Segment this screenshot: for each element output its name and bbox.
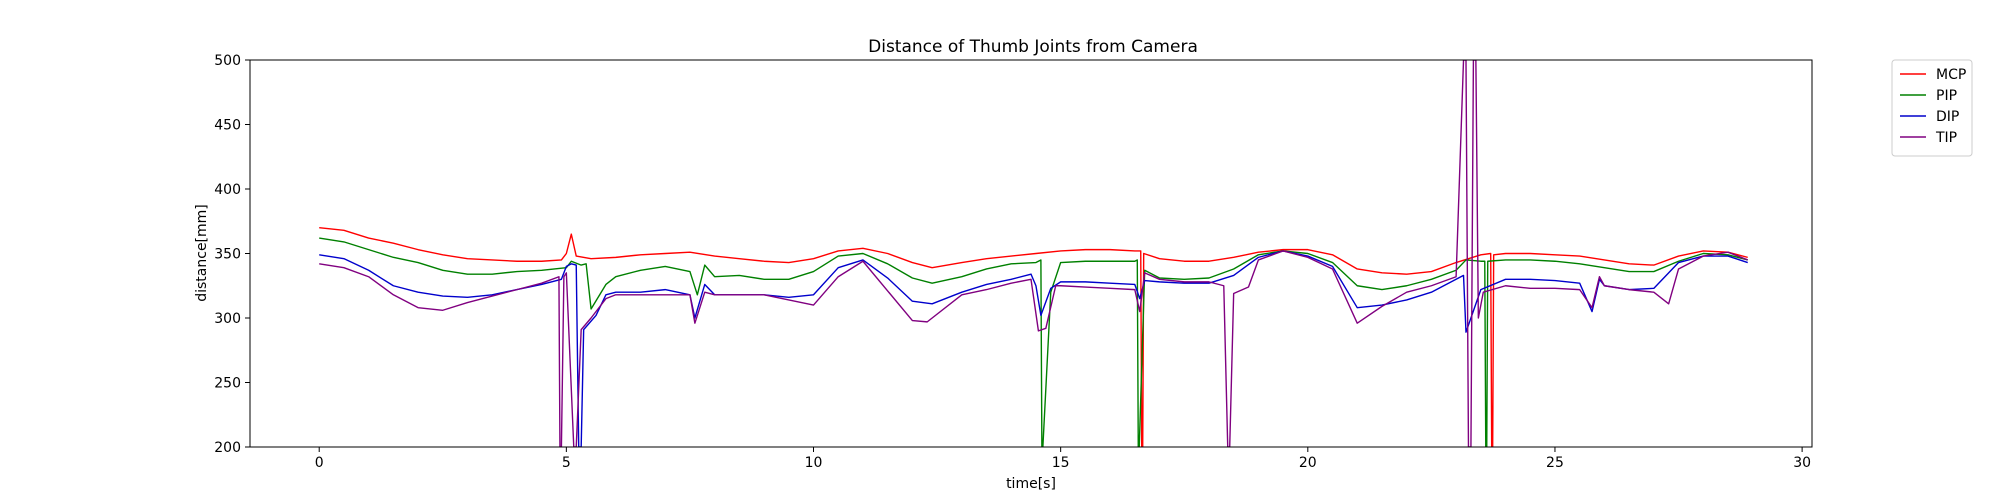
y-tick-label: 450 [214, 118, 241, 134]
y-tick-label: 250 [214, 376, 241, 392]
x-axis: 0 5 10 15 20 25 30 [315, 447, 1811, 471]
series-line-dip [319, 250, 1748, 447]
chart-title: Distance of Thumb Joints from Camera [868, 37, 1198, 57]
legend: MCP PIP DIP TIP [1891, 59, 1973, 157]
x-tick-label: 20 [1299, 455, 1317, 471]
x-axis-label: time[s] [1006, 476, 1056, 492]
legend-label: MCP [1936, 67, 1966, 83]
plot-area [249, 59, 1813, 448]
x-tick-label: 25 [1546, 455, 1564, 471]
y-tick-label: 300 [214, 311, 241, 327]
y-tick-label: 350 [214, 247, 241, 263]
y-axis: 200 250 300 350 400 450 500 [214, 53, 250, 456]
series-line-pip [319, 237, 1748, 447]
x-tick-label: 0 [315, 455, 324, 471]
y-axis-label: distance[mm] [194, 204, 210, 302]
series-line-mcp [319, 227, 1748, 447]
y-tick-label: 500 [214, 53, 241, 69]
x-tick-label: 5 [562, 455, 571, 471]
series-line-tip [319, 60, 1748, 447]
x-tick-label: 30 [1793, 455, 1811, 471]
x-tick-label: 10 [805, 455, 823, 471]
y-tick-label: 200 [214, 440, 241, 456]
x-tick-label: 15 [1052, 455, 1070, 471]
legend-label: PIP [1936, 88, 1957, 104]
series-layer [319, 60, 1748, 447]
legend-box [1891, 59, 1973, 157]
legend-label: DIP [1936, 109, 1959, 125]
legend-label: TIP [1935, 130, 1957, 146]
y-tick-label: 400 [214, 182, 241, 198]
